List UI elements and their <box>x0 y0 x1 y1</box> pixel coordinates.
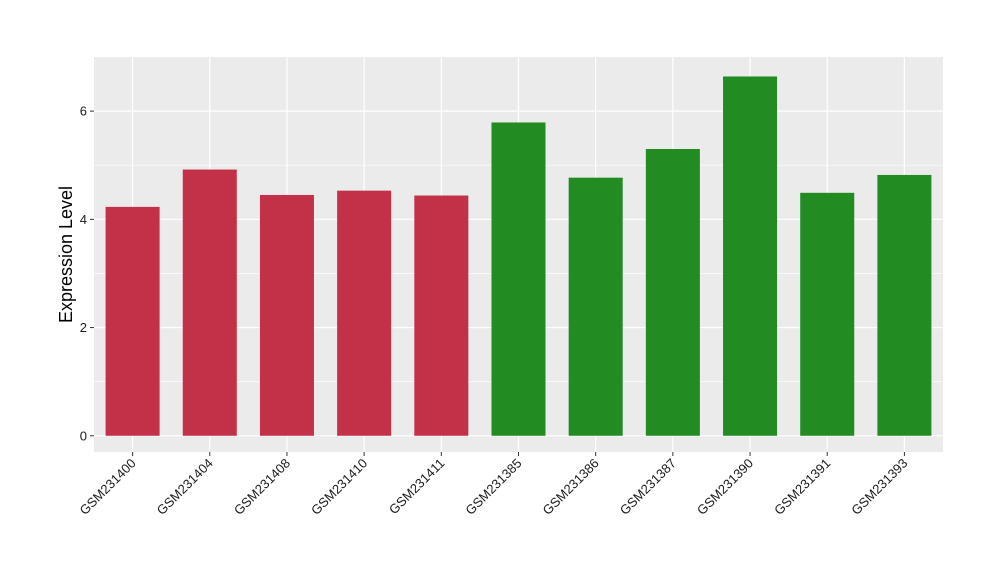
y-tick-label: 2 <box>80 320 87 335</box>
bar-GSM231410 <box>337 190 392 436</box>
y-axis-title: Expression Level <box>56 186 76 323</box>
y-tick-label: 6 <box>80 104 87 119</box>
x-tick-label: GSM231400 <box>76 456 138 518</box>
x-axis: GSM231400 GSM231404 GSM231408 GSM231410 GSM2… <box>76 452 911 518</box>
bar-GSM231404 <box>182 169 237 436</box>
bar-GSM231408 <box>259 194 314 436</box>
bar-GSM231393 <box>877 174 932 436</box>
x-tick-label: GSM231387 <box>617 456 679 518</box>
bar-GSM231390 <box>723 76 778 436</box>
y-tick-label: 4 <box>80 212 87 227</box>
bars <box>105 76 932 436</box>
x-tick-label: GSM231404 <box>154 456 216 518</box>
bar-GSM231385 <box>491 122 546 436</box>
x-tick-label: GSM231390 <box>694 456 756 518</box>
x-tick-label: GSM231391 <box>771 456 833 518</box>
bar-GSM231386 <box>568 177 623 436</box>
bar-GSM231387 <box>645 148 700 436</box>
x-tick-label: GSM231385 <box>462 456 524 518</box>
x-tick-label: GSM231411 <box>386 456 448 518</box>
bar-GSM231391 <box>800 192 855 436</box>
bar-GSM231411 <box>414 195 469 436</box>
y-axis: 0 2 4 6 <box>80 104 94 443</box>
y-tick-label: 0 <box>80 428 87 443</box>
x-tick-label: GSM231408 <box>231 456 293 518</box>
x-tick-label: GSM231393 <box>848 456 910 518</box>
x-tick-label: GSM231410 <box>308 456 370 518</box>
bar-GSM231400 <box>105 206 160 436</box>
x-tick-label: GSM231386 <box>540 456 602 518</box>
